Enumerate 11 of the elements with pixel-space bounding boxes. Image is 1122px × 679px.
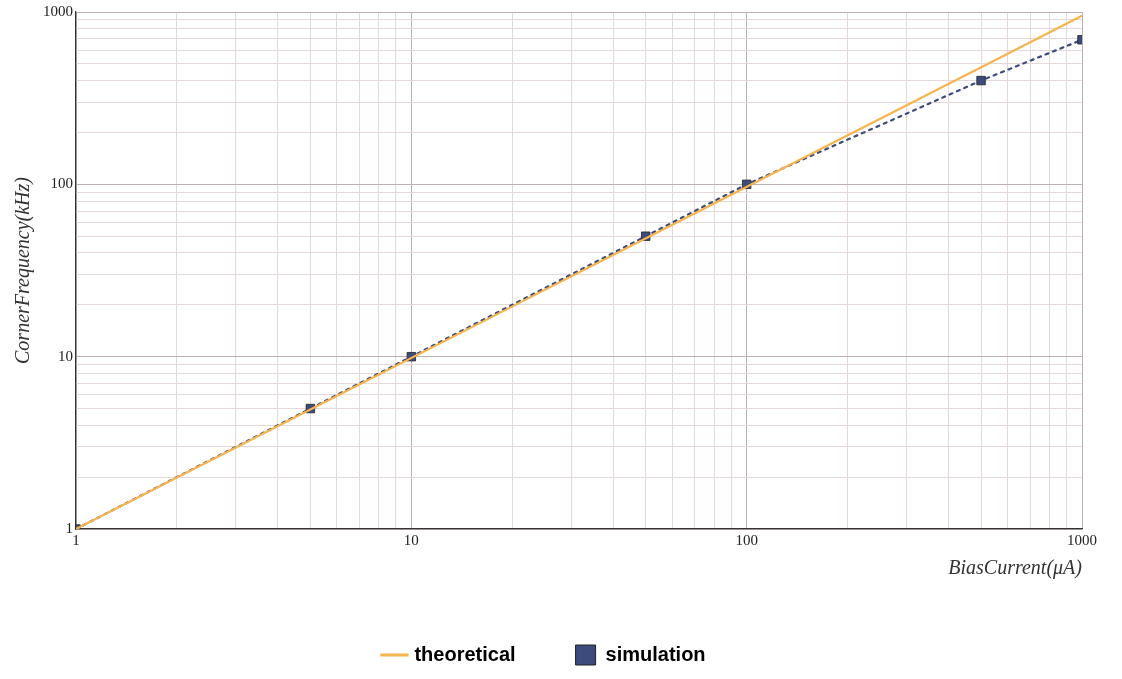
y-tick-label: 1: [65, 519, 73, 536]
y-axis-title: CornerFrequency(kHz): [11, 176, 35, 364]
y-tick-label: 10: [58, 347, 73, 364]
legend-label: theoretical: [414, 642, 516, 665]
x-tick-label: 10: [403, 531, 419, 548]
x-tick-label: 1000: [1067, 531, 1097, 548]
x-tick-label: 100: [735, 531, 758, 548]
y-tick-label: 100: [50, 175, 73, 192]
legend-label: simulation: [605, 642, 706, 665]
x-axis-title: BiasCurrent(μA): [948, 556, 1083, 580]
y-tick-label: 1000: [43, 2, 73, 19]
